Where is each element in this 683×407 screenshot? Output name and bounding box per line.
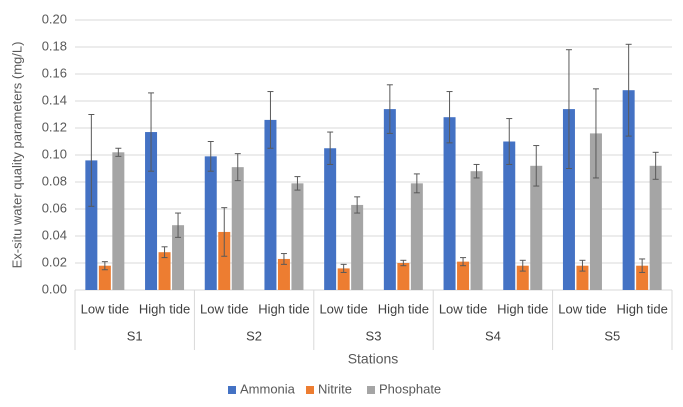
- error-bar: [327, 131, 334, 165]
- legend-label: Ammonia: [240, 381, 296, 396]
- error-bar: [386, 84, 393, 134]
- bar: [383, 109, 396, 290]
- y-tick-label: 0.02: [42, 254, 67, 269]
- group-label: S2: [246, 328, 262, 343]
- x-tick-label: High tide: [258, 301, 309, 316]
- bar: [291, 183, 304, 290]
- y-tick-label: 0.00: [42, 281, 67, 296]
- bar: [397, 263, 410, 290]
- bar: [622, 90, 635, 290]
- bar: [443, 117, 456, 290]
- x-tick-label: Low tide: [81, 301, 129, 316]
- error-bar: [652, 151, 659, 180]
- bar: [516, 265, 529, 290]
- bar: [562, 109, 575, 290]
- error-bar: [533, 145, 540, 187]
- bar: [172, 225, 185, 290]
- group-label: S5: [604, 328, 620, 343]
- bar: [112, 152, 125, 290]
- bar: [85, 160, 98, 290]
- error-bar: [234, 153, 241, 182]
- error-bar: [207, 141, 214, 172]
- bar: [218, 231, 231, 290]
- bar: [277, 258, 290, 290]
- error-bar: [294, 176, 301, 191]
- y-tick-label: 0.12: [42, 119, 67, 134]
- group-label: S1: [127, 328, 143, 343]
- legend-swatch: [367, 386, 375, 394]
- error-bar: [148, 92, 155, 172]
- error-bar: [519, 259, 526, 272]
- y-tick-label: 0.10: [42, 146, 67, 161]
- legend-swatch: [306, 386, 314, 394]
- error-bar: [340, 263, 347, 273]
- error-bar: [88, 114, 95, 207]
- legend-label: Nitrite: [318, 381, 352, 396]
- bar: [649, 165, 662, 290]
- group-label: S4: [485, 328, 501, 343]
- x-tick-label: High tide: [139, 301, 190, 316]
- bar: [457, 261, 470, 290]
- x-tick-label: Low tide: [200, 301, 248, 316]
- bar: [98, 265, 111, 290]
- error-bar: [161, 246, 168, 259]
- y-axis-label: Ex-situ water quality parameters (mg/L): [9, 42, 24, 269]
- bar: [503, 141, 516, 290]
- error-bar: [280, 253, 287, 265]
- error-bar: [473, 163, 480, 179]
- bar: [410, 183, 423, 290]
- group-label: S3: [366, 328, 382, 343]
- y-tick-label: 0.16: [42, 65, 67, 80]
- bar: [337, 268, 350, 290]
- bar: [158, 252, 171, 290]
- bar: [589, 133, 602, 290]
- error-bar: [221, 207, 228, 257]
- y-tick-label: 0.14: [42, 92, 67, 107]
- x-axis-label: Stations: [348, 351, 399, 367]
- error-bar: [413, 173, 420, 194]
- bar: [530, 165, 543, 290]
- x-tick-label: High tide: [378, 301, 429, 316]
- error-bar: [565, 49, 572, 169]
- error-bar: [101, 261, 108, 271]
- bar: [231, 167, 244, 290]
- error-bar: [592, 88, 599, 179]
- error-bar: [639, 258, 646, 273]
- bar: [470, 171, 483, 290]
- error-bar: [625, 43, 632, 137]
- bar: [351, 204, 364, 290]
- bar: [636, 265, 649, 290]
- legend-swatch: [228, 386, 236, 394]
- legend-label: Phosphate: [379, 381, 441, 396]
- y-tick-label: 0.08: [42, 173, 67, 188]
- y-tick-label: 0.04: [42, 227, 67, 242]
- x-tick-label: Low tide: [558, 301, 606, 316]
- x-tick-label: Low tide: [319, 301, 367, 316]
- error-bar: [400, 259, 407, 267]
- error-bar: [354, 196, 361, 214]
- y-tick-label: 0.06: [42, 200, 67, 215]
- error-bar: [506, 118, 513, 165]
- bar: [576, 265, 589, 290]
- bar: [264, 119, 277, 291]
- y-tick-label: 0.20: [42, 11, 67, 26]
- x-tick-label: Low tide: [439, 301, 487, 316]
- bar: [204, 156, 217, 290]
- error-bar: [175, 212, 182, 238]
- error-bar: [460, 257, 467, 267]
- y-tick-label: 0.18: [42, 38, 67, 53]
- error-bar: [115, 147, 122, 157]
- bar: [324, 148, 337, 290]
- x-tick-label: High tide: [616, 301, 667, 316]
- x-tick-label: High tide: [497, 301, 548, 316]
- error-bar: [446, 91, 453, 144]
- error-bar: [579, 259, 586, 272]
- error-bar: [267, 91, 274, 149]
